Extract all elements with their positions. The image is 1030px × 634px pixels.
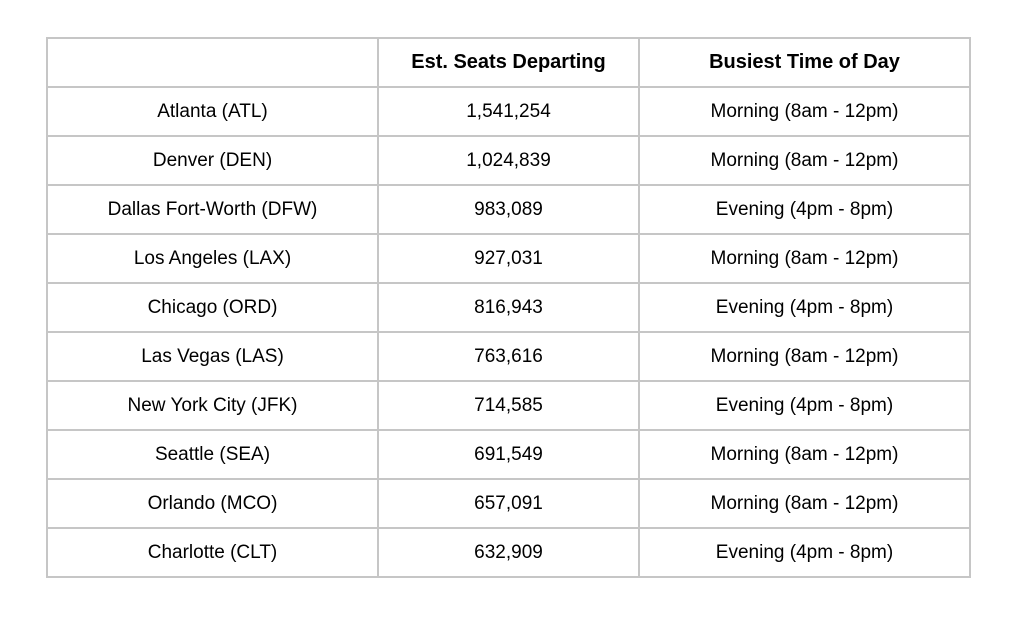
header-cell-airport (46, 37, 379, 88)
busiest-time-cell: Morning (8am - 12pm) (638, 331, 971, 382)
seats-cell: 657,091 (377, 478, 640, 529)
airport-cell: Las Vegas (LAS) (46, 331, 379, 382)
seats-cell: 763,616 (377, 331, 640, 382)
seats-cell: 927,031 (377, 233, 640, 284)
busiest-time-cell: Evening (4pm - 8pm) (638, 380, 971, 431)
seats-cell: 632,909 (377, 527, 640, 578)
busiest-time-cell: Morning (8am - 12pm) (638, 429, 971, 480)
airport-cell: Charlotte (CLT) (46, 527, 379, 578)
seats-cell: 1,024,839 (377, 135, 640, 186)
busiest-time-cell: Morning (8am - 12pm) (638, 86, 971, 137)
busiest-time-cell: Evening (4pm - 8pm) (638, 282, 971, 333)
seats-cell: 816,943 (377, 282, 640, 333)
seats-cell: 983,089 (377, 184, 640, 235)
airport-cell: New York City (JFK) (46, 380, 379, 431)
header-row: Est. Seats Departing Busiest Time of Day (46, 37, 971, 88)
seats-cell: 714,585 (377, 380, 640, 431)
header-cell-busiest-time: Busiest Time of Day (638, 37, 971, 88)
table-row: Denver (DEN) 1,024,839 Morning (8am - 12… (46, 135, 971, 186)
airport-cell: Los Angeles (LAX) (46, 233, 379, 284)
table-row: Dallas Fort-Worth (DFW) 983,089 Evening … (46, 184, 971, 235)
busiest-time-cell: Morning (8am - 12pm) (638, 135, 971, 186)
table-row: New York City (JFK) 714,585 Evening (4pm… (46, 380, 971, 431)
airport-cell: Denver (DEN) (46, 135, 379, 186)
busiest-time-cell: Morning (8am - 12pm) (638, 478, 971, 529)
table-row: Chicago (ORD) 816,943 Evening (4pm - 8pm… (46, 282, 971, 333)
seats-cell: 691,549 (377, 429, 640, 480)
seats-cell: 1,541,254 (377, 86, 640, 137)
busiest-time-cell: Evening (4pm - 8pm) (638, 184, 971, 235)
airport-table-container: Est. Seats Departing Busiest Time of Day… (46, 37, 971, 578)
airport-cell: Dallas Fort-Worth (DFW) (46, 184, 379, 235)
table-row: Atlanta (ATL) 1,541,254 Morning (8am - 1… (46, 86, 971, 137)
busiest-time-cell: Evening (4pm - 8pm) (638, 527, 971, 578)
airport-cell: Orlando (MCO) (46, 478, 379, 529)
table-row: Seattle (SEA) 691,549 Morning (8am - 12p… (46, 429, 971, 480)
table-row: Las Vegas (LAS) 763,616 Morning (8am - 1… (46, 331, 971, 382)
airport-cell: Atlanta (ATL) (46, 86, 379, 137)
header-cell-seats: Est. Seats Departing (377, 37, 640, 88)
airport-cell: Seattle (SEA) (46, 429, 379, 480)
table-row: Los Angeles (LAX) 927,031 Morning (8am -… (46, 233, 971, 284)
airport-cell: Chicago (ORD) (46, 282, 379, 333)
airport-departures-table: Est. Seats Departing Busiest Time of Day… (46, 37, 971, 578)
busiest-time-cell: Morning (8am - 12pm) (638, 233, 971, 284)
table-row: Charlotte (CLT) 632,909 Evening (4pm - 8… (46, 527, 971, 578)
table-row: Orlando (MCO) 657,091 Morning (8am - 12p… (46, 478, 971, 529)
